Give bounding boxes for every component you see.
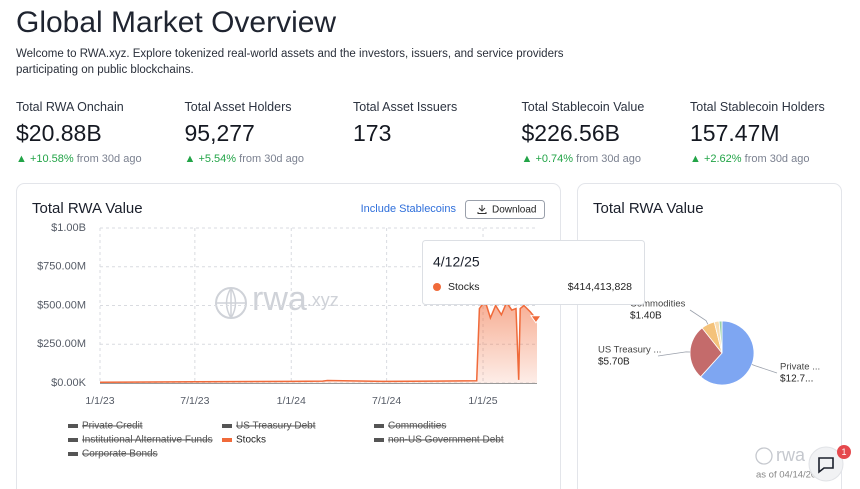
chat-button[interactable] <box>808 446 844 482</box>
stat-value: 173 <box>353 120 392 146</box>
tooltip-series: Stocks <box>448 281 480 293</box>
tooltip-value: $414,413,828 <box>568 281 632 293</box>
legend-swatch <box>68 438 78 442</box>
pie-slice <box>718 320 723 354</box>
pie-label: Private ... <box>780 362 820 373</box>
x-tick-label: 1/1/23 <box>85 395 114 407</box>
chart-title: Total RWA Value <box>32 200 143 217</box>
stat-change-row: ▲ +0.74% from 30d ago <box>522 153 687 165</box>
stat-period: from 30d ago <box>744 153 810 165</box>
stat-card: Total Stablecoin Value $226.56B ▲ +0.74% f… <box>522 100 687 165</box>
legend-label[interactable]: US Treasury Debt <box>236 421 316 432</box>
legend-swatch <box>222 424 232 428</box>
y-tick-label: $500.00M <box>37 299 86 311</box>
pie-slice <box>700 320 755 386</box>
download-label[interactable]: Download <box>492 205 536 216</box>
legend-swatch <box>68 452 78 456</box>
legend-swatch <box>374 438 384 442</box>
stat-value: 95,277 <box>184 120 255 146</box>
stat-change-row: ▲ +10.58% from 30d ago <box>16 153 181 165</box>
page-title: Global Market Overview <box>16 6 337 39</box>
tooltip <box>422 240 645 305</box>
tooltip-dot <box>433 283 441 291</box>
tooltip-marker <box>529 315 542 324</box>
y-tick-label: $250.00M <box>37 338 86 350</box>
y-tick-label: $1.00B <box>51 222 86 234</box>
pie-label: US Treasury ... <box>598 345 661 356</box>
stat-change: +2.62% <box>703 153 742 165</box>
legend-label[interactable]: Institutional Alternative Funds <box>82 435 213 446</box>
pie-watermark: rwa <box>776 445 806 465</box>
pie-title: Total RWA Value <box>593 200 704 217</box>
stat-card: Total Asset Holders 95,277 ▲ +5.54% from 3… <box>185 100 350 165</box>
legend-label[interactable]: Private Credit <box>82 421 143 432</box>
stat-change: +10.58% <box>29 153 74 165</box>
stat-label: Total Stablecoin Value <box>521 100 645 114</box>
legend-label[interactable]: Stocks <box>236 435 266 446</box>
notification-count: 1 <box>841 447 846 457</box>
pie-slice <box>689 327 723 378</box>
stat-period: from 30d ago <box>76 153 142 165</box>
stat-value: $226.56B <box>521 120 620 146</box>
legend-label[interactable]: Commodities <box>388 421 446 432</box>
up-arrow: ▲ <box>521 153 536 165</box>
download-icon <box>477 205 487 214</box>
up-arrow: ▲ <box>690 153 704 165</box>
notification-badge <box>837 445 851 459</box>
up-arrow: ▲ <box>184 153 199 165</box>
stat-label: Total Asset Holders <box>184 100 292 114</box>
stat-change-row: ▲ +2.62% from 30d ago <box>690 153 855 165</box>
pie-value-label: $1.40B <box>630 311 662 322</box>
tooltip-date: 4/12/25 <box>433 254 480 270</box>
y-tick-label: $0.00K <box>51 377 87 389</box>
stat-period: from 30d ago <box>239 153 304 165</box>
pie-watermark-logo <box>755 447 773 465</box>
pie-label: Commodities <box>630 299 686 310</box>
watermark-globe <box>216 287 246 319</box>
legend-label[interactable]: non-US Government Debt <box>388 435 504 446</box>
up-arrow: ▲ <box>16 153 30 165</box>
chat-icon <box>818 457 834 474</box>
legend-swatch <box>374 424 384 428</box>
legend-label[interactable]: Corporate Bonds <box>82 449 158 460</box>
area-line <box>99 299 538 383</box>
pie-value-label: $5.70B <box>598 357 630 368</box>
pie-footnote: as of 04/14/20 <box>756 470 816 481</box>
stat-label: Total Asset Issuers <box>353 100 458 114</box>
stat-value: 157.47M <box>690 120 780 146</box>
stat-card: Total RWA Onchain $20.88B ▲ +10.58% from 3… <box>16 100 181 165</box>
x-tick-label: 7/1/23 <box>180 395 209 407</box>
legend-swatch <box>68 424 78 428</box>
stat-label: Total Stablecoin Holders <box>690 100 825 114</box>
stat-period: from 30d ago <box>576 153 641 165</box>
y-tick-label: $750.00M <box>37 261 86 273</box>
pie-leader <box>689 309 709 325</box>
pie-value-label: $12.7... <box>780 374 813 385</box>
stat-change-row: ▲ +5.54% from 30d ago <box>185 153 350 165</box>
stat-change: +0.74% <box>535 153 574 165</box>
page-description: Welcome to RWA.xyz. Explore tokenized re… <box>16 48 564 76</box>
pie-leader <box>751 364 778 374</box>
include-stablecoins-link[interactable]: Include Stablecoins <box>361 203 457 215</box>
stat-card: Total Stablecoin Holders 157.47M ▲ +2.62% … <box>690 100 855 165</box>
stat-label: Total RWA Onchain <box>16 100 124 114</box>
watermark-text: rwa <box>252 280 307 318</box>
watermark-suffix: .xyz <box>307 290 339 310</box>
legend-swatch <box>222 438 232 442</box>
x-tick-label: 1/1/25 <box>468 395 497 407</box>
stat-change: +5.54% <box>198 153 237 165</box>
area-fill <box>100 300 537 383</box>
x-tick-label: 7/1/24 <box>372 395 401 407</box>
pie-leader <box>657 351 691 357</box>
x-tick-label: 1/1/24 <box>277 395 306 407</box>
stat-value: $20.88B <box>16 120 102 146</box>
watermark: rwa.xyz <box>252 280 339 318</box>
stat-card: Total Asset Issuers 173 <box>353 100 518 147</box>
